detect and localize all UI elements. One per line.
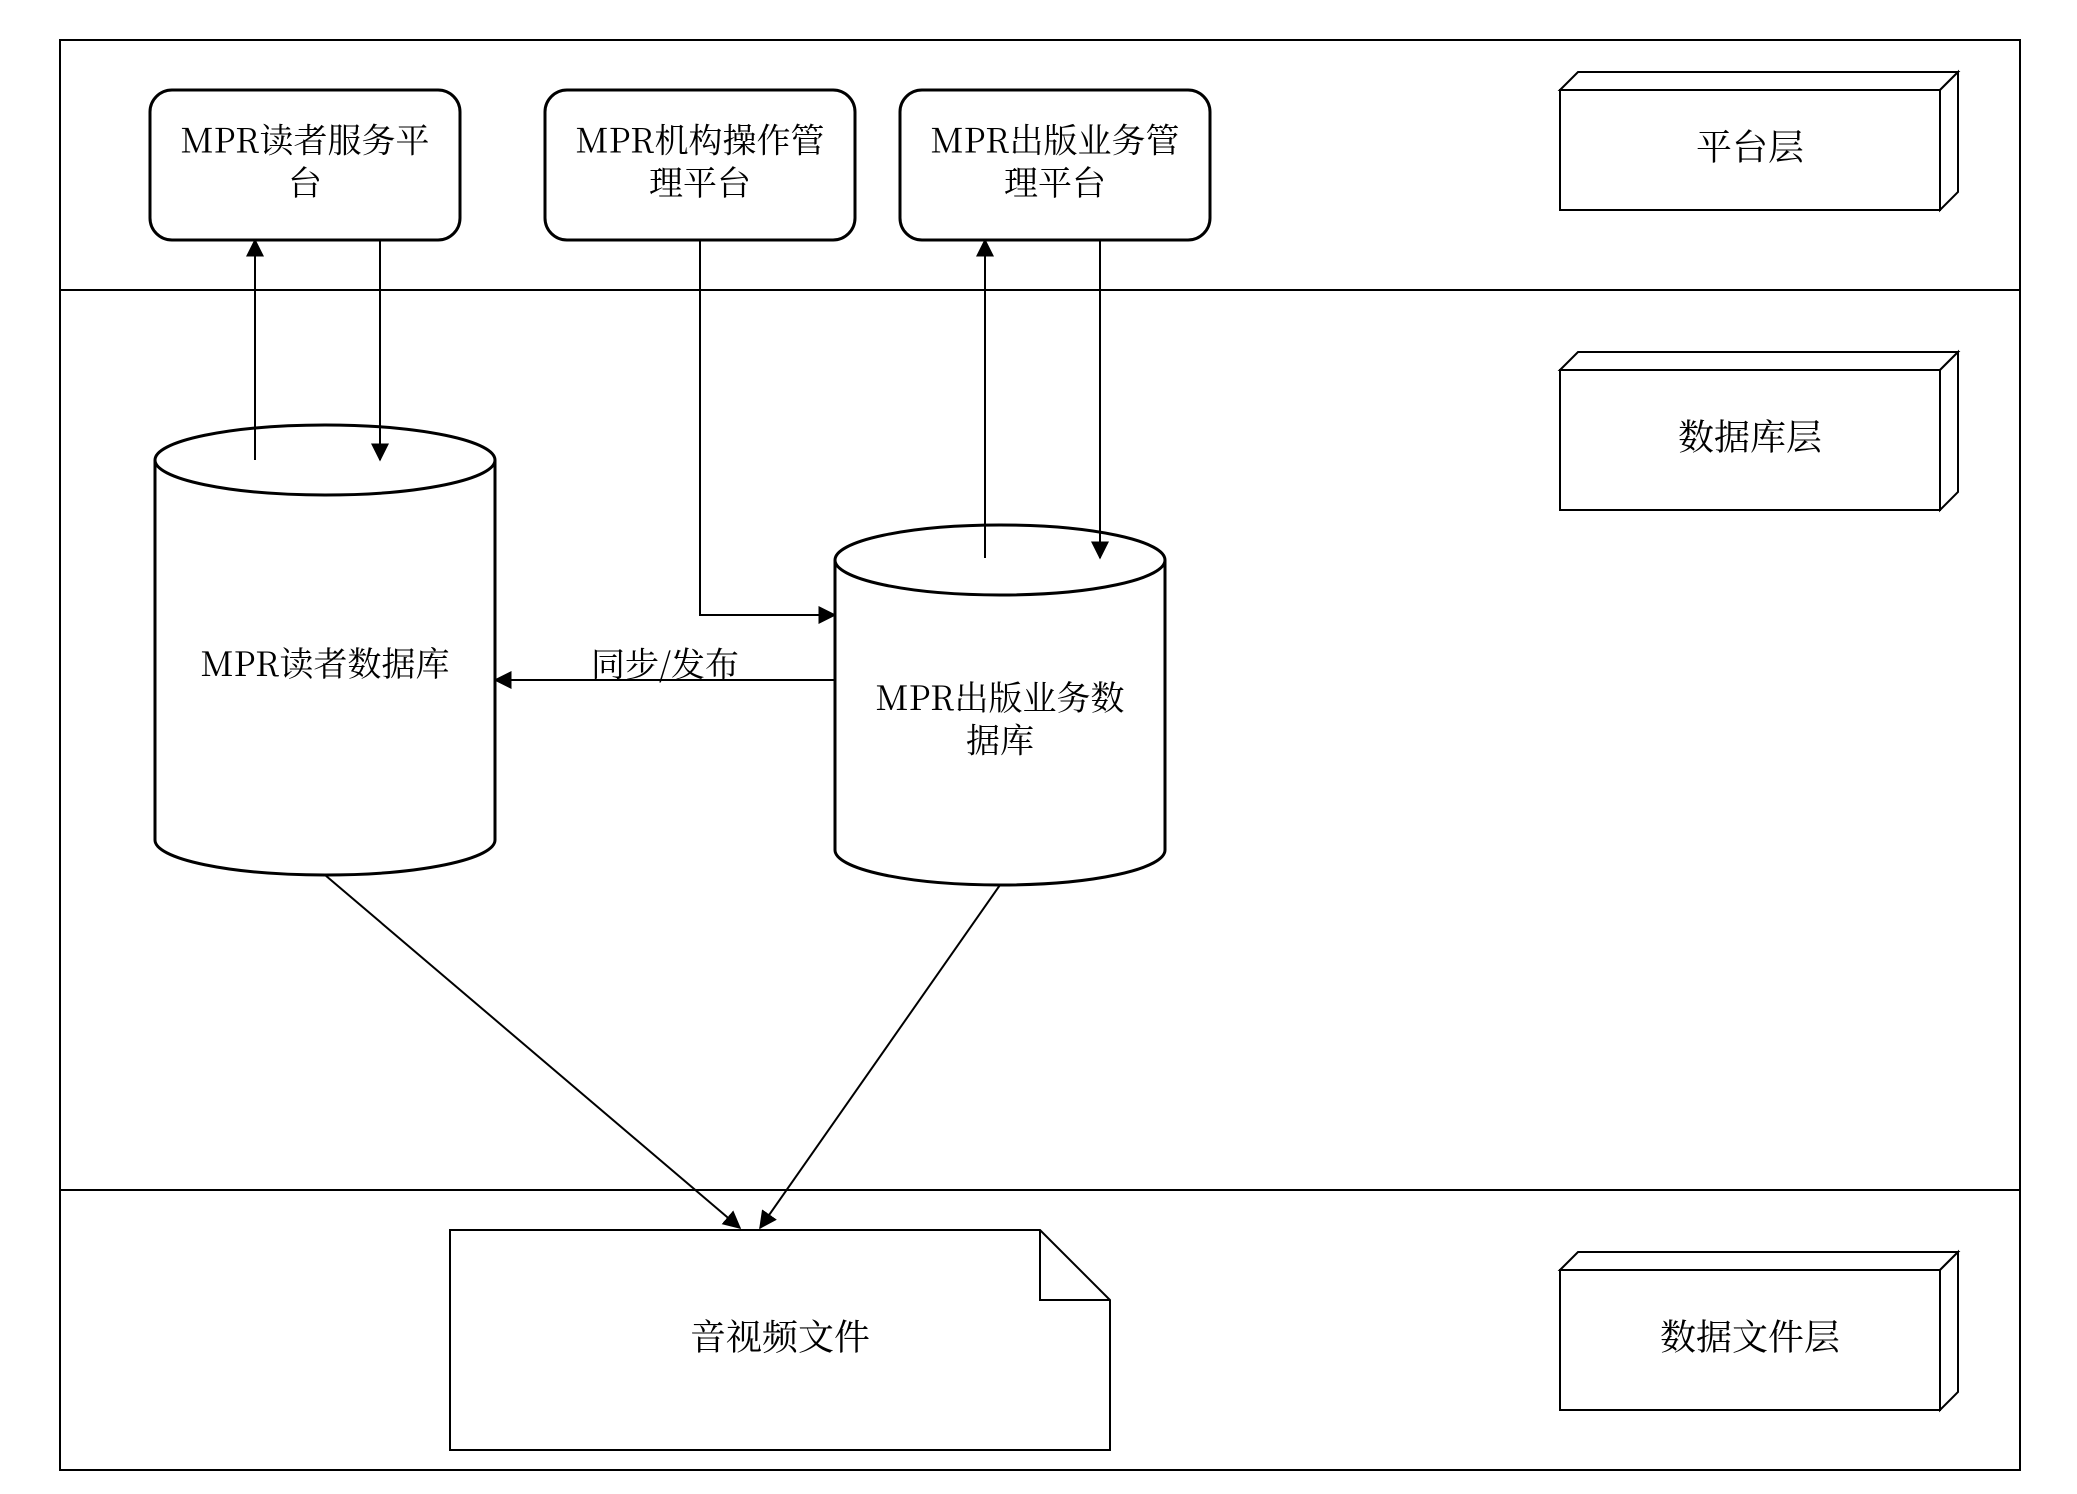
svg-text:理平台: 理平台 [649, 156, 751, 205]
layer-label-1: 数据库层 [1560, 352, 1958, 510]
platform-reader_platform: MPR读者服务平台 [150, 90, 460, 240]
svg-text:MPR读者数据库: MPR读者数据库 [201, 637, 450, 686]
svg-text:据库: 据库 [966, 713, 1034, 762]
svg-text:数据库层: 数据库层 [1678, 409, 1822, 460]
svg-text:理平台: 理平台 [1004, 156, 1106, 205]
svg-text:数据文件层: 数据文件层 [1660, 1309, 1840, 1360]
layer-label-2: 数据文件层 [1560, 1252, 1958, 1410]
svg-text:台: 台 [288, 156, 322, 205]
file-av_file: 音视频文件 [450, 1230, 1110, 1450]
svg-text:平台层: 平台层 [1696, 119, 1804, 170]
platform-pub_platform: MPR出版业务管理平台 [900, 90, 1210, 240]
database-pub_db: MPR出版业务数据库 [835, 525, 1165, 885]
platform-org_platform: MPR机构操作管理平台 [545, 90, 855, 240]
layer-label-0: 平台层 [1560, 72, 1958, 210]
database-reader_db: MPR读者数据库 [155, 425, 495, 875]
svg-text:同步/发布: 同步/发布 [591, 638, 739, 687]
svg-text:音视频文件: 音视频文件 [690, 1309, 870, 1360]
